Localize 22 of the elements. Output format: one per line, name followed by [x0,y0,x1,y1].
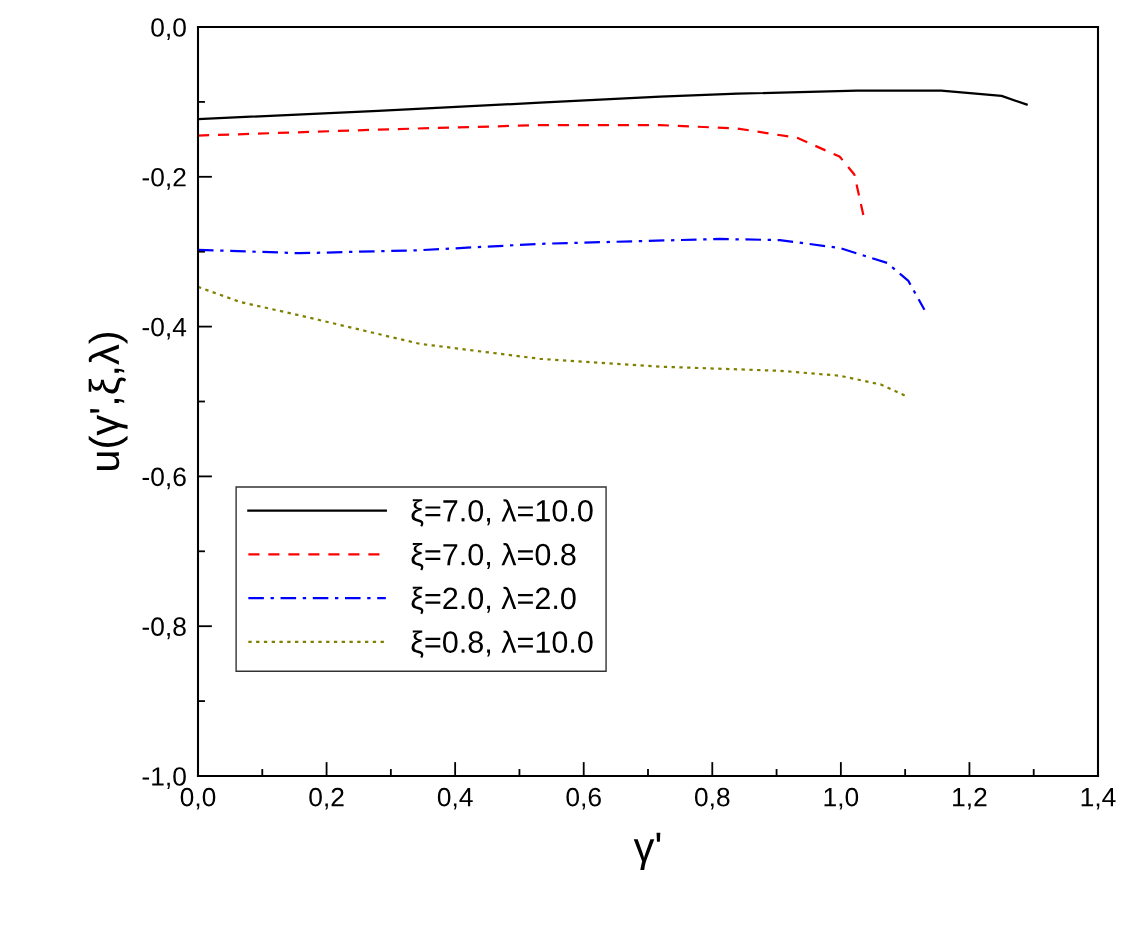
line-series [198,237,926,311]
y-axis-title: u(γ',ξ,λ) [88,332,128,470]
legend-label: ξ=2.0, λ=2.0 [411,586,576,615]
x-tick-label: 0,2 [309,787,344,810]
y-tick-label: 0,0 [151,18,186,40]
legend-label: ξ=0.8, λ=10.0 [411,630,593,658]
y-tick-label: -0,4 [142,317,187,340]
x-tick-label: 0,6 [566,787,601,810]
x-axis-title: γ' [633,832,661,870]
y-tick-label: -0,8 [142,617,186,640]
y-tick-label: -1,0 [142,767,186,789]
y-tick-label: -0,6 [142,467,186,490]
x-tick-label: 1,2 [953,787,987,810]
line-series [198,124,865,217]
x-tick-label: 0,8 [694,787,730,810]
x-tick-label: 1,4 [1081,788,1116,810]
y-tick-label: -0,2 [142,167,186,190]
legend-label: ξ=7.0, λ=10.0 [411,499,593,527]
legend-label: ξ=7.0, λ=0.8 [411,543,576,571]
x-tick-label: 0,0 [180,787,216,810]
x-tick-label: 1,0 [824,787,859,810]
x-tick-label: 0,4 [437,787,473,810]
